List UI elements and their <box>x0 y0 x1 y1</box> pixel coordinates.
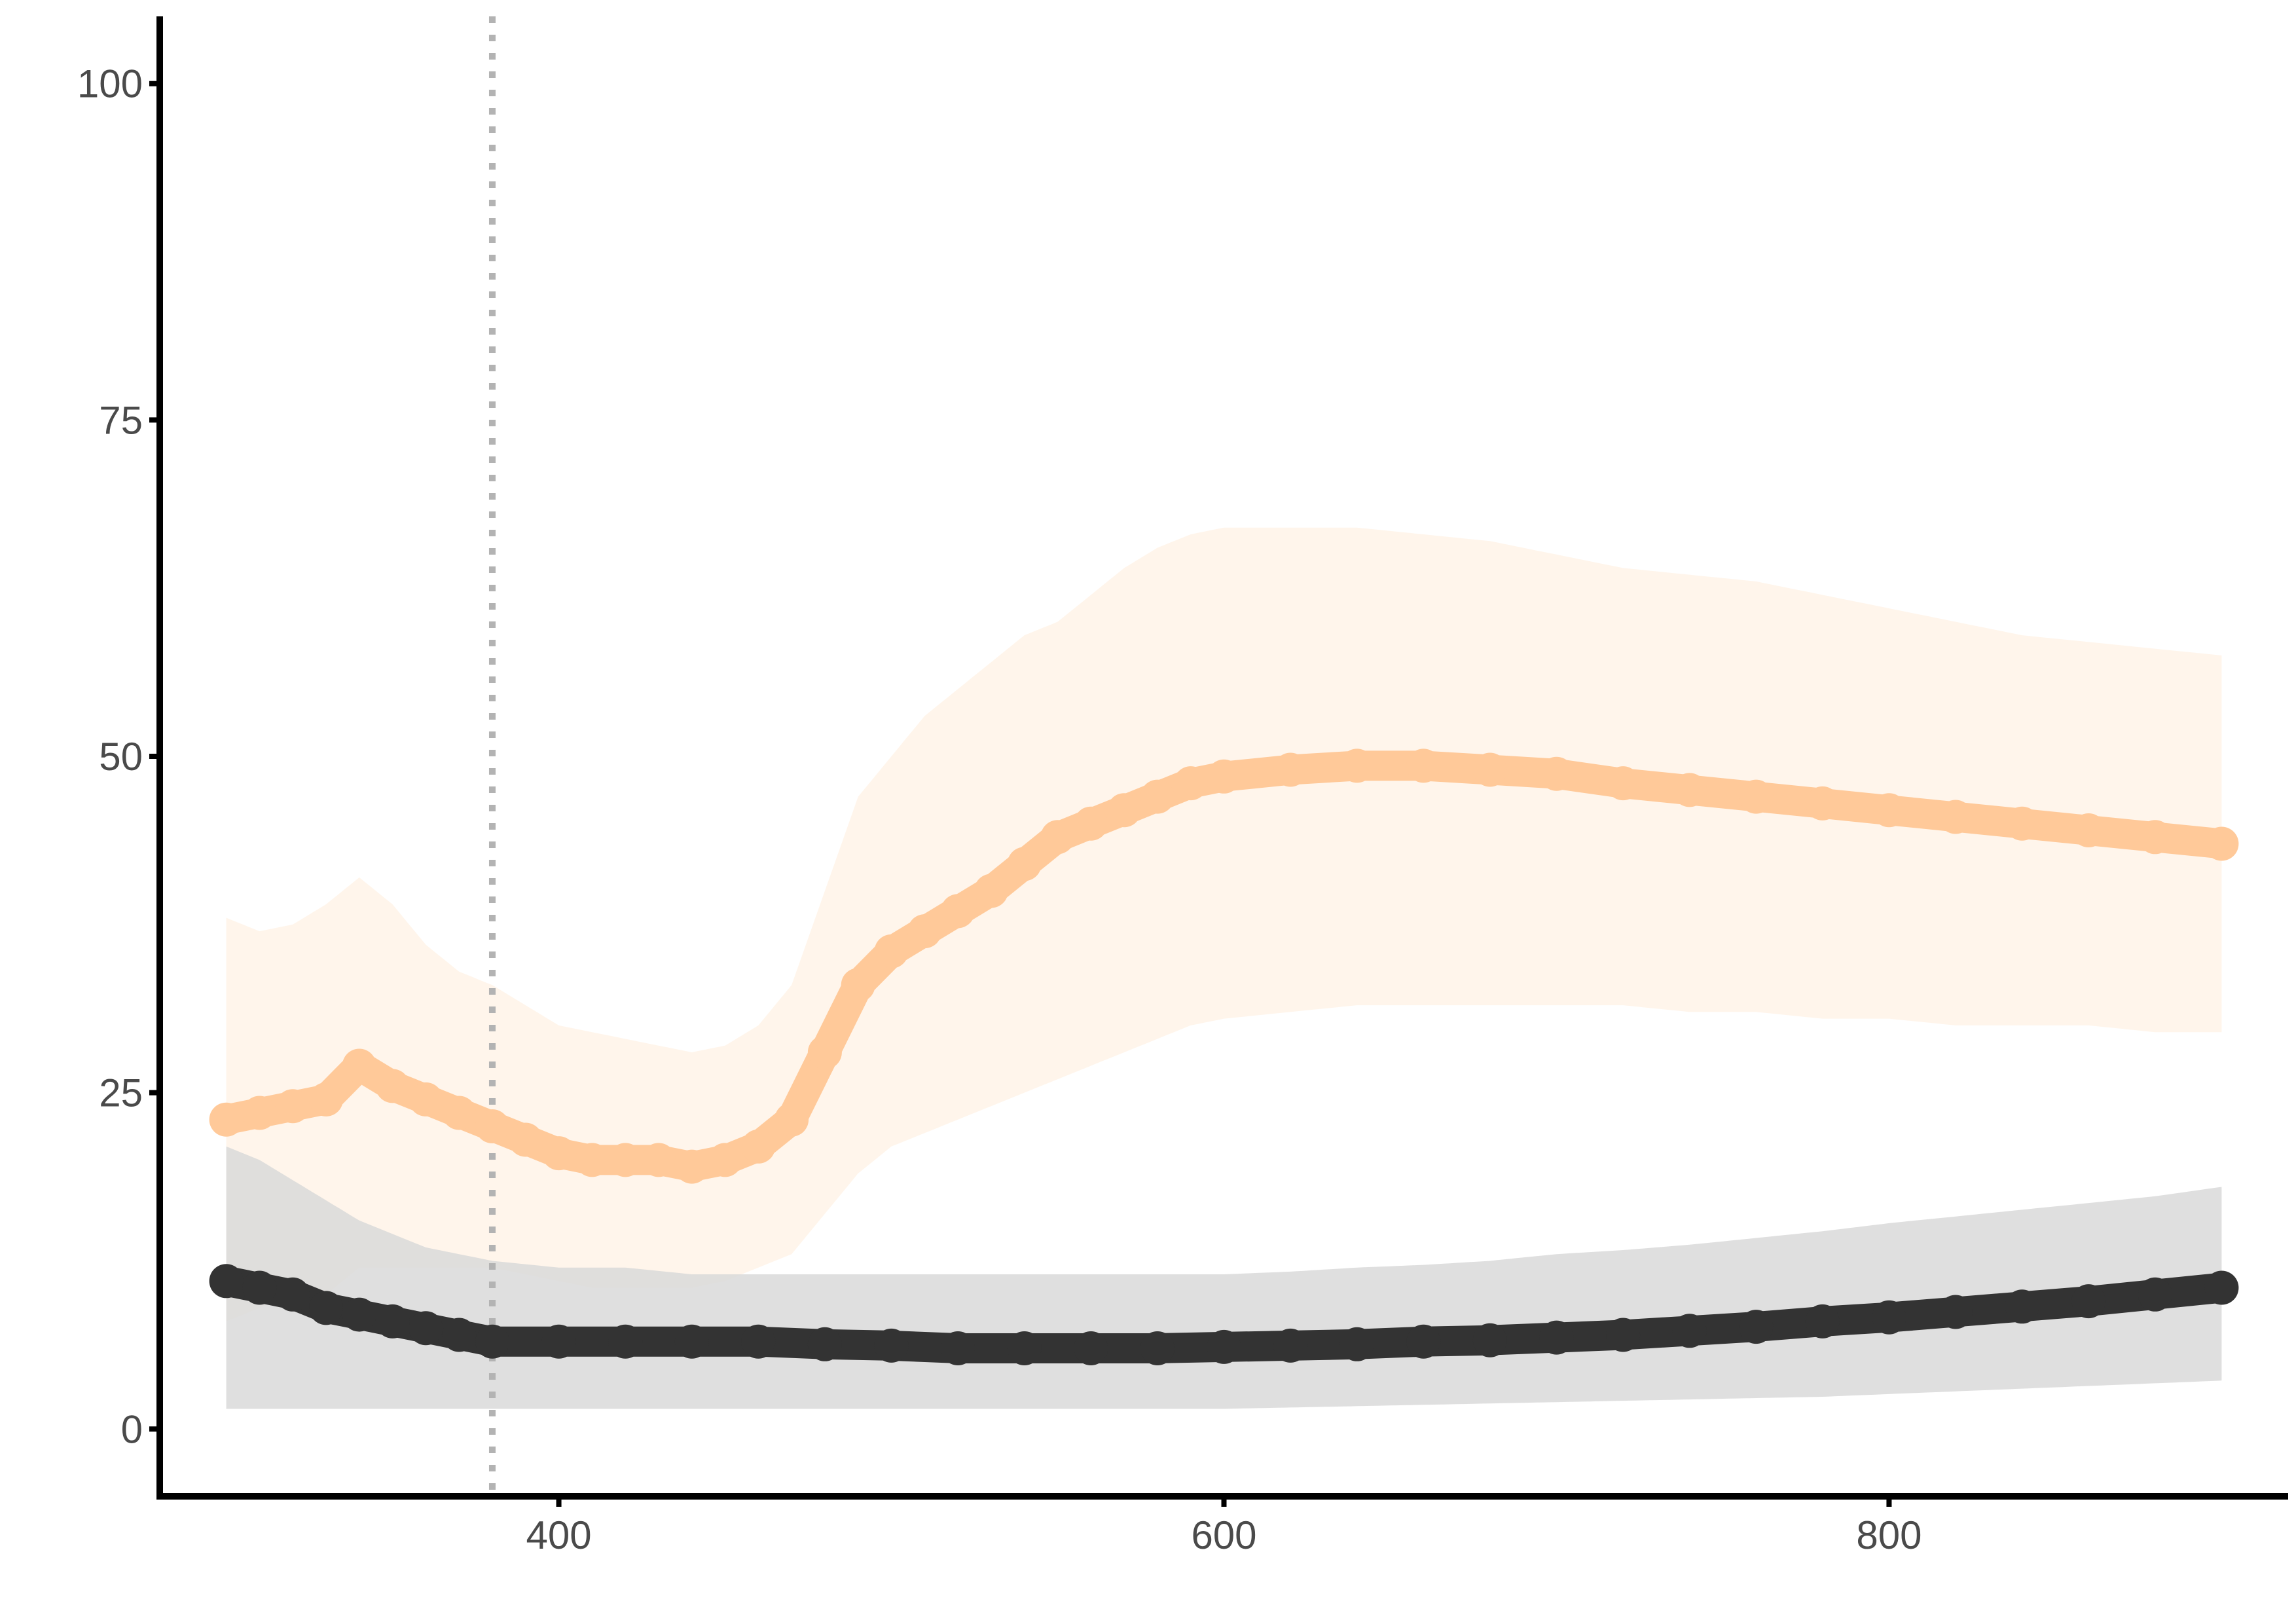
series-1-point <box>1539 756 1574 791</box>
series-2-point <box>674 1324 709 1359</box>
series-1-point <box>807 1035 842 1069</box>
series-2-point <box>1539 1320 1574 1355</box>
series-2-point <box>276 1277 310 1312</box>
series-2-point <box>242 1270 277 1305</box>
series-1-point <box>1939 800 1973 834</box>
series-1-point <box>1207 759 1241 794</box>
series-1-point <box>1074 806 1108 841</box>
series-1-line <box>211 750 2237 1182</box>
series-2-point <box>1606 1318 1641 1352</box>
series-2-point <box>1472 1323 1507 1357</box>
series-1-point <box>242 1096 277 1130</box>
series-2-point <box>209 1264 244 1299</box>
x-tick-label: 400 <box>526 1513 592 1557</box>
series-1-point <box>608 1143 643 1177</box>
series-2-point <box>541 1324 576 1359</box>
series-2-point <box>2138 1277 2172 1312</box>
series-2-point <box>475 1324 509 1359</box>
series-2-point <box>342 1297 376 1332</box>
series-1-point <box>541 1136 576 1171</box>
series-2-point <box>1007 1331 1042 1365</box>
series-2-point <box>1339 1327 1374 1361</box>
series-1-point <box>1872 793 1906 828</box>
series-1-point <box>1739 779 1774 814</box>
series-1-point <box>941 894 975 929</box>
series-1-point <box>2204 826 2239 861</box>
series-2-point <box>941 1331 975 1365</box>
series-1-point <box>708 1143 742 1177</box>
series-1-point <box>1805 786 1840 821</box>
series-1-point <box>907 914 942 949</box>
x-ticks: 400 600 800 <box>526 1496 1922 1557</box>
series-1-point <box>342 1048 376 1083</box>
series-1-point <box>2071 813 2106 847</box>
series-1-point <box>309 1082 343 1116</box>
series-2-point <box>409 1311 443 1346</box>
series-1-point <box>276 1089 310 1124</box>
series-2-point <box>2005 1289 2039 1324</box>
x-tick-label: 600 <box>1191 1513 1256 1557</box>
series-2-point <box>1805 1304 1840 1338</box>
series-2-point <box>741 1324 776 1359</box>
series-1-point <box>1406 748 1441 783</box>
y-tick-label: 25 <box>99 1071 143 1115</box>
series-lines <box>209 748 2239 1365</box>
series-2-point <box>2071 1284 2106 1319</box>
series-1-point <box>1273 752 1308 787</box>
series-2-point <box>874 1328 909 1363</box>
y-tick-label: 0 <box>121 1407 143 1451</box>
series-1-point <box>741 1129 776 1164</box>
series-2-point <box>807 1327 842 1361</box>
series-2-point <box>1207 1329 1241 1364</box>
series-2-point <box>309 1291 343 1325</box>
series-1-point <box>1672 773 1707 807</box>
series-1-point <box>2138 820 2172 855</box>
series-1-point <box>1107 793 1142 828</box>
series-1-point <box>409 1082 443 1116</box>
series-2-point <box>1739 1310 1774 1344</box>
series-1-point <box>674 1149 709 1184</box>
series-2-point <box>1872 1300 1906 1335</box>
series-2-point <box>1140 1331 1175 1365</box>
series-1-point <box>575 1143 610 1177</box>
series-1-point <box>2005 806 2039 841</box>
series-1-point <box>841 968 875 1003</box>
series-1-point <box>1140 779 1175 814</box>
series-1-point <box>774 1102 809 1137</box>
series-1-point <box>1606 766 1641 801</box>
series-1-point <box>1472 752 1507 787</box>
series-1-band-area <box>226 527 2222 1321</box>
series-2-point <box>608 1324 643 1359</box>
series-1-point <box>1040 820 1075 855</box>
y-tick-label: 75 <box>99 398 143 442</box>
series-1-band <box>226 527 2222 1321</box>
series-1-point <box>1173 766 1208 801</box>
series-2-point <box>1406 1324 1441 1359</box>
series-2-point <box>1672 1314 1707 1348</box>
series-1-point <box>874 934 909 969</box>
series-1-point <box>974 874 1008 908</box>
series-2-point <box>2204 1270 2239 1305</box>
series-2-point <box>1273 1328 1308 1363</box>
series-1-point <box>1007 847 1042 881</box>
series-2-point <box>375 1304 410 1338</box>
series-1-point <box>1339 748 1374 783</box>
y-tick-label: 50 <box>99 735 143 779</box>
series-1-point <box>375 1069 410 1103</box>
series-1-point <box>475 1109 509 1143</box>
series-2-point <box>1939 1295 1973 1329</box>
y-ticks: 0 25 50 75 100 <box>77 62 160 1451</box>
series-2-point <box>1074 1331 1108 1365</box>
series-1-point <box>442 1096 477 1130</box>
x-tick-label: 800 <box>1856 1513 1922 1557</box>
series-1-point <box>642 1143 676 1177</box>
y-tick-label: 100 <box>77 62 143 106</box>
series-1-point <box>508 1122 543 1157</box>
series-2-point <box>442 1318 477 1352</box>
series-1-point <box>209 1102 244 1137</box>
